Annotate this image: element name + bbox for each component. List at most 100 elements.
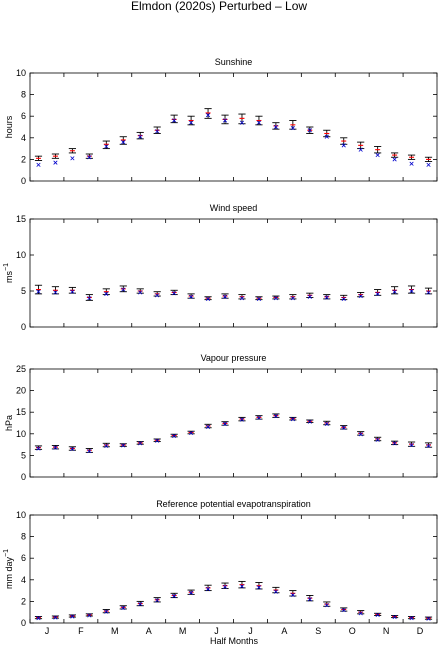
observed-cross-b — [205, 296, 211, 302]
y-tick-label: 5 — [21, 450, 26, 460]
error-bar — [407, 154, 416, 160]
y-axis-label: hours — [4, 115, 14, 138]
error-bar — [424, 442, 433, 448]
observed-point — [375, 291, 380, 296]
observed-point — [426, 162, 431, 167]
observed-cross-b — [155, 129, 160, 134]
observed-point — [205, 586, 211, 592]
observed-point — [36, 616, 41, 621]
month-label: A — [146, 626, 152, 636]
observed-point — [358, 611, 363, 616]
observed-cross-b — [36, 446, 41, 451]
observed-point — [36, 446, 41, 451]
observed-point — [189, 590, 194, 595]
y-tick-label: 25 — [16, 364, 26, 374]
error-bar — [323, 420, 331, 426]
error-bar — [68, 286, 76, 294]
observed-cross-b — [341, 143, 346, 148]
y-tick-label: 8 — [21, 90, 26, 100]
error-bar — [51, 286, 60, 295]
observed-point — [375, 437, 380, 442]
observed-point — [341, 296, 346, 302]
observed-cross-b — [189, 590, 194, 595]
observed-cross-b — [290, 592, 295, 598]
observed-cross-b — [290, 125, 295, 131]
y-tick-label: 0 — [21, 322, 26, 332]
y-tick-label: 2 — [21, 596, 26, 606]
month-label: S — [315, 626, 321, 636]
observed-cross-b — [324, 603, 329, 608]
panel-4: Reference potential evapotranspiration 0 2… — [3, 499, 438, 636]
observed-point — [324, 421, 329, 426]
month-label: M — [179, 626, 187, 636]
y-tick-label: 10 — [16, 250, 26, 260]
error-bar — [424, 156, 433, 163]
observed-point — [392, 157, 397, 162]
observed-cross-b — [87, 448, 92, 454]
observed-point — [138, 134, 143, 139]
observed-cross-b — [324, 134, 329, 139]
observed-point — [121, 287, 126, 292]
observed-point — [375, 612, 380, 617]
observed-point — [121, 140, 126, 145]
observed-point — [307, 294, 312, 299]
observed-point — [53, 290, 58, 295]
error-bar — [204, 584, 212, 592]
error-bar — [391, 286, 399, 295]
observed-cross-b — [409, 161, 414, 166]
y-tick-label: 0 — [21, 176, 26, 186]
observed-cross-b — [273, 589, 278, 594]
error-bar — [119, 136, 127, 145]
observed-point — [138, 290, 143, 295]
observed-cross-b — [290, 296, 295, 301]
observed-cross-b — [36, 289, 41, 294]
observed-cross-b — [256, 296, 262, 302]
observed-point — [155, 293, 160, 298]
observed-point — [70, 446, 75, 452]
observed-point — [392, 289, 397, 294]
month-label: J — [248, 626, 253, 636]
observed-point — [36, 289, 41, 294]
observed-cross-b — [155, 438, 160, 443]
month-label: M — [111, 626, 119, 636]
observed-point — [256, 296, 262, 302]
observed-point — [290, 296, 295, 301]
observed-cross-b — [172, 118, 177, 123]
observed-point — [53, 615, 58, 620]
error-bar — [289, 120, 297, 130]
observed-cross-b — [121, 443, 126, 448]
error-bar — [374, 145, 382, 154]
plot-frame — [29, 514, 438, 624]
panel-title: Reference potential evapotranspiration — [156, 499, 311, 509]
observed-cross-b — [273, 124, 278, 130]
observed-point — [290, 592, 295, 598]
error-bar — [391, 152, 399, 158]
observed-cross-b — [222, 584, 228, 589]
observed-cross-b — [104, 609, 109, 614]
error-bar — [272, 122, 280, 130]
observed-point — [409, 161, 414, 166]
observed-point — [172, 593, 177, 599]
y-tick-label: 10 — [16, 68, 26, 78]
error-bar — [238, 580, 246, 589]
observed-cross-b — [239, 417, 245, 422]
observed-cross-b — [121, 140, 126, 145]
error-bar — [170, 114, 178, 124]
observed-cross-b — [375, 291, 380, 296]
observed-cross-b — [341, 425, 346, 430]
observed-point — [307, 419, 312, 424]
error-bar — [272, 295, 280, 300]
error-bar — [136, 131, 144, 140]
observed-point — [70, 156, 75, 161]
observed-cross-b — [358, 293, 363, 299]
observed-cross-b — [189, 430, 194, 436]
y-tick-label: 6 — [21, 111, 26, 121]
y-tick-label: 15 — [16, 214, 26, 224]
error-bar — [323, 294, 331, 300]
observed-cross-b — [307, 419, 312, 424]
observed-point — [307, 128, 312, 133]
observed-cross-b — [239, 120, 245, 125]
observed-cross-b — [172, 433, 177, 439]
observed-cross-b — [392, 441, 397, 446]
